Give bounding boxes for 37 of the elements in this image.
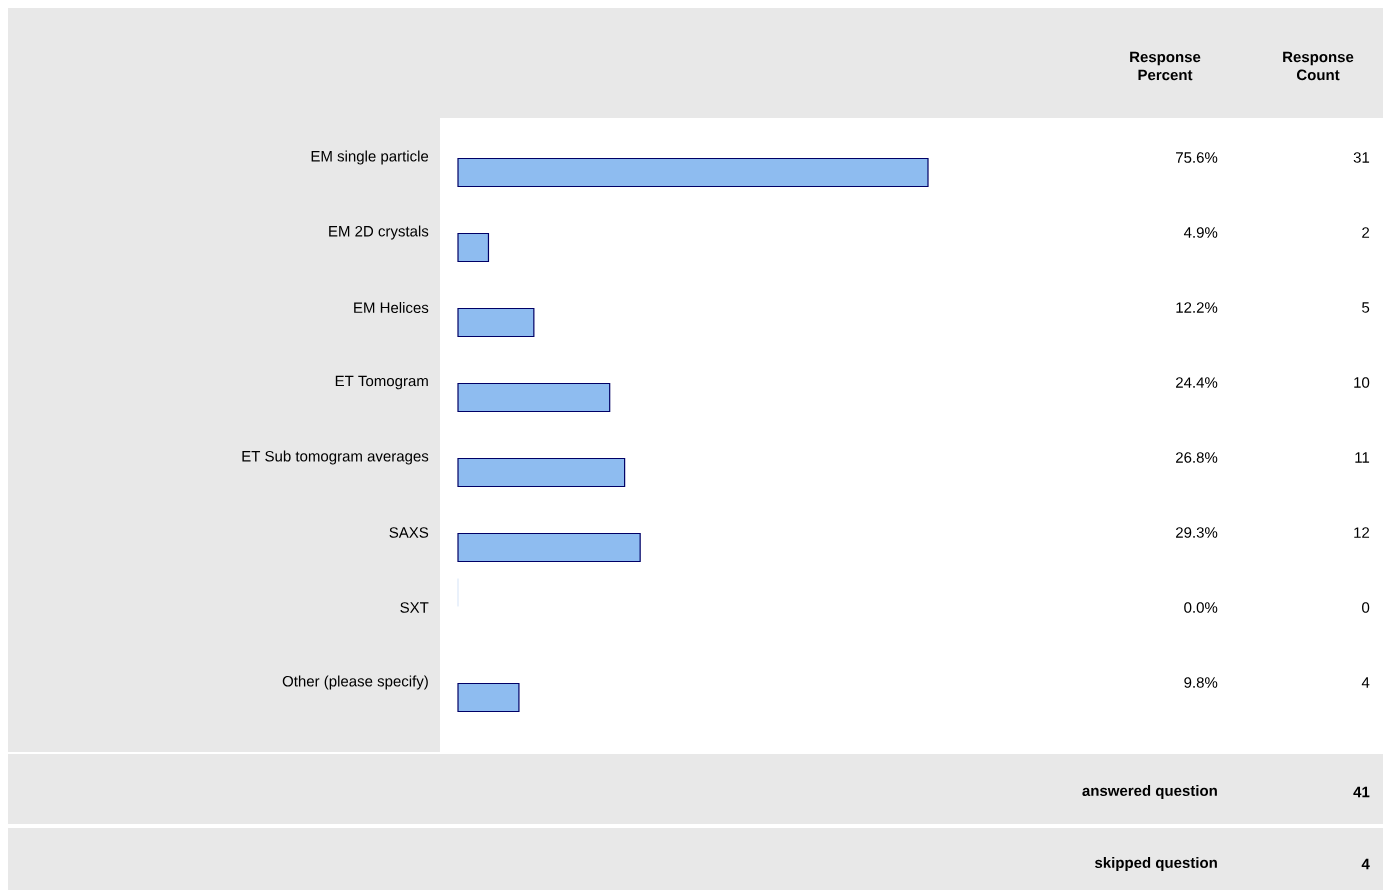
text: 0	[1362, 602, 1370, 613]
text: Response Count	[1283, 51, 1354, 81]
text: 4	[1361, 858, 1370, 870]
text: 12	[1354, 527, 1370, 538]
data-label: 29.3%	[1176, 527, 1218, 538]
data-label: 4.9%	[1183, 227, 1218, 238]
text: 4	[1361, 677, 1370, 688]
bar	[457, 307, 535, 338]
text: 5	[1362, 302, 1370, 313]
text: skipped question	[1095, 857, 1217, 871]
text: 31	[1353, 152, 1370, 163]
data-label: 26.8%	[1176, 452, 1218, 463]
data-label: 12.2%	[1176, 302, 1218, 313]
text: answered question	[1082, 785, 1217, 799]
y-tick-label: SAXS	[389, 527, 429, 538]
data-label: 9.8%	[1184, 677, 1218, 688]
text: 41	[1353, 786, 1370, 798]
y-tick-label: ET Tomogram	[335, 375, 428, 390]
data-label: 24.4%	[1176, 377, 1218, 388]
text: 11	[1355, 452, 1370, 463]
text: Response Percent	[1130, 51, 1201, 81]
text: 10	[1354, 377, 1370, 388]
y-tick-label: EM Helices	[354, 302, 429, 314]
y-tick-label: SXT	[400, 602, 429, 613]
text: 2	[1362, 227, 1370, 238]
bar	[457, 682, 520, 713]
bar	[457, 232, 490, 263]
y-tick-label: EM 2D crystals	[329, 225, 429, 240]
y-tick-label: Other (please specify)	[282, 675, 428, 690]
bar	[457, 457, 626, 488]
data-label: 0.0%	[1184, 602, 1218, 613]
bar	[457, 382, 611, 413]
bar	[457, 532, 641, 563]
y-tick-label: EM single particle	[311, 150, 429, 165]
data-label: 75.6%	[1176, 152, 1218, 163]
bar	[457, 157, 929, 188]
y-tick-label: ET Sub tomogram averages	[242, 450, 429, 465]
